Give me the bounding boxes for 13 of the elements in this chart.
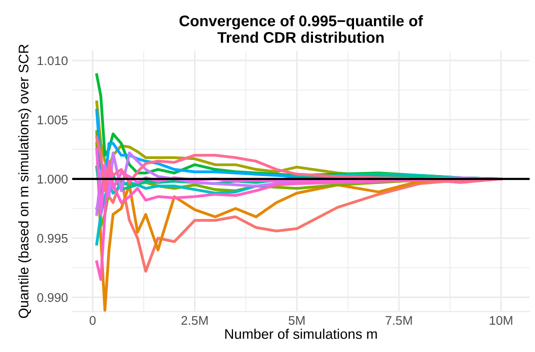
x-tick-label: 10M <box>490 316 512 325</box>
y-tick-label: 0.990 <box>37 293 68 302</box>
y-tick-label: 0.995 <box>37 234 68 243</box>
x-tick-label: 7.5M <box>386 316 412 325</box>
y-tick-label: 1.000 <box>38 174 68 184</box>
y-axis-title: Quantile (based on m simulations) over SCR <box>18 44 32 318</box>
chart-title: Convergence of 0.995−quantile of Trend CDR distribution <box>180 15 424 43</box>
x-axis-title: Number of simulations m <box>225 328 377 339</box>
x-tick-label: 5M <box>288 316 305 325</box>
y-tick-label: 1.010 <box>38 56 68 66</box>
x-tick-label: 0 <box>90 316 96 325</box>
x-tick-label: 2.5M <box>181 316 208 325</box>
y-tick-label: 1.005 <box>38 116 68 124</box>
